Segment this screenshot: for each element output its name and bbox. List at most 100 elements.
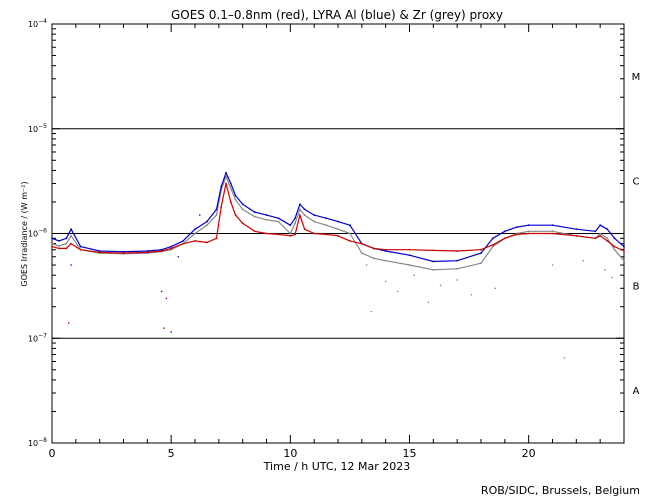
x-axis: 0 5 10 15 20 bbox=[49, 24, 625, 460]
data-point bbox=[225, 182, 227, 185]
data-point bbox=[182, 239, 184, 242]
data-point bbox=[456, 250, 459, 252]
data-point bbox=[215, 237, 218, 240]
data-point bbox=[265, 232, 268, 235]
data-point bbox=[432, 260, 435, 263]
data-point bbox=[313, 232, 316, 235]
data-point bbox=[277, 233, 280, 236]
data-point bbox=[303, 214, 306, 216]
data-point bbox=[253, 215, 256, 218]
data-point bbox=[215, 208, 218, 211]
x-tick-label: 15 bbox=[403, 447, 417, 460]
data-point bbox=[456, 267, 459, 270]
y-tick-base: 10 bbox=[28, 439, 38, 448]
data-point bbox=[575, 234, 578, 237]
data-point bbox=[253, 211, 256, 214]
outlier-point bbox=[427, 301, 430, 304]
data-point bbox=[575, 228, 578, 231]
data-point bbox=[613, 248, 616, 251]
outlier-point bbox=[582, 259, 585, 262]
outlier-point bbox=[604, 269, 606, 271]
data-point bbox=[51, 242, 53, 245]
outlier-point bbox=[160, 290, 163, 293]
x-tick-label: 10 bbox=[283, 447, 297, 460]
data-point bbox=[65, 242, 68, 245]
data-point bbox=[349, 224, 351, 227]
data-point bbox=[606, 237, 609, 240]
outlier-point bbox=[456, 279, 458, 281]
data-point bbox=[241, 203, 244, 206]
data-point bbox=[527, 224, 530, 227]
y-tick-base: 10 bbox=[28, 334, 38, 343]
outlier-point bbox=[396, 290, 399, 293]
outlier-point bbox=[198, 214, 201, 216]
outlier-point bbox=[413, 274, 416, 276]
y-tick-label: 10−4 bbox=[28, 18, 47, 29]
data-point bbox=[623, 259, 625, 262]
data-point bbox=[234, 198, 237, 201]
series-line bbox=[51, 182, 625, 254]
data-point bbox=[515, 233, 518, 236]
data-point bbox=[289, 234, 292, 237]
data-point bbox=[623, 245, 625, 248]
data-point bbox=[234, 214, 237, 216]
data-point bbox=[58, 245, 61, 247]
data-point bbox=[194, 228, 196, 231]
outlier-points bbox=[67, 214, 613, 359]
data-point bbox=[303, 208, 306, 211]
data-point bbox=[360, 252, 363, 254]
y-tick-label: 10−6 bbox=[28, 228, 47, 239]
y-tick-exponent: −5 bbox=[38, 123, 47, 130]
data-point bbox=[594, 230, 597, 233]
outlier-point bbox=[365, 264, 368, 266]
flare-class-label: M bbox=[632, 72, 641, 83]
outlier-point bbox=[384, 280, 387, 283]
outlier-point bbox=[70, 264, 72, 266]
data-point bbox=[313, 220, 316, 223]
data-point bbox=[527, 232, 530, 235]
data-point bbox=[337, 228, 339, 231]
data-point bbox=[289, 224, 292, 227]
flare-class-label: C bbox=[633, 177, 640, 188]
data-point bbox=[337, 234, 339, 237]
data-point bbox=[349, 239, 351, 242]
data-point bbox=[432, 268, 435, 271]
data-point bbox=[79, 248, 82, 251]
data-point bbox=[432, 249, 435, 252]
data-point bbox=[372, 247, 375, 250]
data-point bbox=[349, 232, 351, 235]
outlier-point bbox=[551, 264, 554, 266]
data-point bbox=[456, 259, 459, 262]
data-point bbox=[503, 237, 506, 240]
data-point bbox=[122, 250, 125, 253]
outlier-point bbox=[470, 293, 473, 296]
data-point bbox=[551, 232, 554, 235]
outlier-point bbox=[165, 297, 168, 300]
outlier-point bbox=[611, 276, 613, 279]
x-tick-label: 20 bbox=[522, 447, 536, 460]
data-point bbox=[170, 245, 173, 248]
data-point bbox=[225, 171, 227, 174]
data-point bbox=[70, 228, 72, 231]
data-point bbox=[408, 254, 411, 257]
y-tick-exponent: −4 bbox=[38, 18, 47, 25]
data-point bbox=[613, 237, 616, 240]
flare-class-labels: A B C M bbox=[632, 72, 641, 397]
outlier-point bbox=[67, 322, 70, 324]
data-point bbox=[599, 232, 602, 235]
flare-class-label: B bbox=[633, 281, 640, 292]
y-axis: 10−810−710−610−510−4 bbox=[28, 18, 624, 448]
data-point bbox=[492, 245, 494, 248]
outlier-point bbox=[563, 357, 566, 359]
x-axis-label: Time / h UTC, 12 Mar 2023 bbox=[263, 460, 411, 473]
data-point bbox=[372, 257, 375, 260]
data-point bbox=[241, 222, 244, 225]
outlier-point bbox=[170, 331, 172, 333]
data-point bbox=[303, 228, 306, 231]
y-tick-label: 10−7 bbox=[28, 332, 47, 343]
data-point bbox=[313, 214, 316, 216]
data-point bbox=[229, 187, 232, 190]
series-line bbox=[51, 172, 625, 263]
data-point bbox=[492, 243, 494, 246]
